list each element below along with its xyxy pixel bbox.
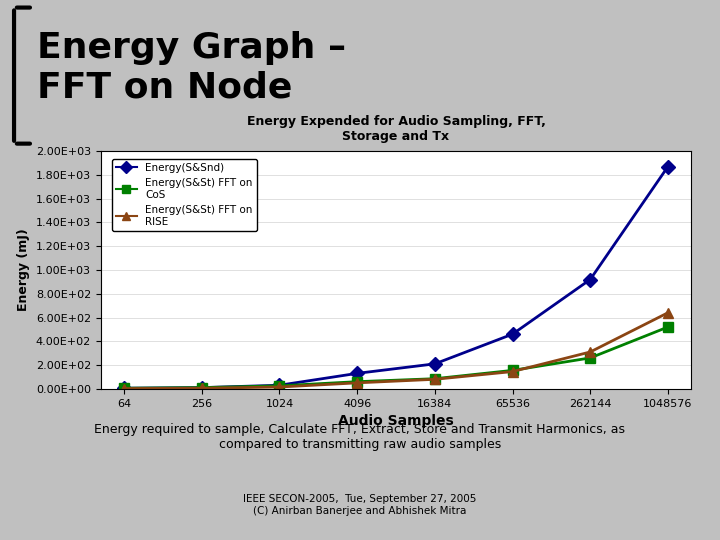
Energy(S&St) FFT on
RISE bbox=[664, 309, 672, 316]
Energy(S&St) FFT on
RISE bbox=[120, 386, 128, 392]
Energy(S&St) FFT on
CoS bbox=[431, 375, 439, 382]
Energy(S&St) FFT on
RISE bbox=[353, 380, 361, 386]
Energy(S&Snd) bbox=[353, 370, 361, 376]
Line: Energy(S&St) FFT on
CoS: Energy(S&St) FFT on CoS bbox=[120, 322, 672, 393]
Energy(S&Snd) bbox=[197, 384, 206, 391]
Legend: Energy(S&Snd), Energy(S&St) FFT on
CoS, Energy(S&St) FFT on
RISE: Energy(S&Snd), Energy(S&St) FFT on CoS, … bbox=[112, 159, 257, 231]
Energy(S&Snd) bbox=[664, 164, 672, 170]
Energy(S&Snd) bbox=[431, 361, 439, 367]
Energy(S&St) FFT on
RISE bbox=[275, 384, 284, 390]
X-axis label: Audio Samples: Audio Samples bbox=[338, 414, 454, 428]
Energy(S&Snd) bbox=[120, 385, 128, 392]
Energy(S&St) FFT on
CoS bbox=[275, 382, 284, 389]
Line: Energy(S&Snd): Energy(S&Snd) bbox=[120, 162, 672, 393]
Title: Energy Expended for Audio Sampling, FFT,
Storage and Tx: Energy Expended for Audio Sampling, FFT,… bbox=[246, 115, 546, 143]
Energy(S&St) FFT on
CoS bbox=[508, 367, 517, 374]
Energy(S&St) FFT on
CoS bbox=[586, 355, 595, 361]
Energy(S&St) FFT on
CoS bbox=[120, 385, 128, 392]
Energy(S&St) FFT on
RISE bbox=[586, 349, 595, 355]
Energy(S&Snd) bbox=[508, 331, 517, 338]
Energy(S&Snd) bbox=[275, 382, 284, 388]
Energy(S&St) FFT on
RISE bbox=[431, 376, 439, 382]
Energy(S&St) FFT on
CoS bbox=[197, 384, 206, 391]
Text: Energy required to sample, Calculate FFT, Extract, Store and Transmit Harmonics,: Energy required to sample, Calculate FFT… bbox=[94, 423, 626, 451]
Y-axis label: Energy (mJ): Energy (mJ) bbox=[17, 228, 30, 312]
Energy(S&St) FFT on
RISE bbox=[197, 385, 206, 392]
Text: Energy Graph –
FFT on Node: Energy Graph – FFT on Node bbox=[37, 31, 346, 105]
Line: Energy(S&St) FFT on
RISE: Energy(S&St) FFT on RISE bbox=[120, 308, 672, 394]
Energy(S&St) FFT on
CoS bbox=[353, 379, 361, 385]
Energy(S&St) FFT on
RISE bbox=[508, 368, 517, 375]
Energy(S&Snd) bbox=[586, 276, 595, 283]
Text: IEEE SECON-2005,  Tue, September 27, 2005
(C) Anirban Banerjee and Abhishek Mitr: IEEE SECON-2005, Tue, September 27, 2005… bbox=[243, 494, 477, 516]
Energy(S&St) FFT on
CoS bbox=[664, 324, 672, 330]
